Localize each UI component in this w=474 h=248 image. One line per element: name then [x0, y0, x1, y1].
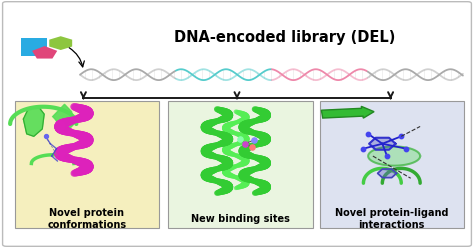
Point [402, 147, 410, 151]
Polygon shape [32, 46, 57, 59]
Polygon shape [23, 107, 44, 136]
Polygon shape [378, 169, 397, 178]
Bar [168, 101, 313, 228]
Bar [319, 101, 464, 228]
Point [365, 132, 372, 136]
Point [236, 137, 243, 141]
FancyBboxPatch shape [2, 2, 472, 246]
Point [241, 142, 249, 146]
Point [42, 134, 49, 138]
FancyArrow shape [321, 106, 374, 118]
Point [397, 134, 405, 138]
Bar [20, 38, 46, 56]
Text: DNA-encoded library (DEL): DNA-encoded library (DEL) [173, 30, 395, 45]
Polygon shape [53, 104, 74, 131]
Point [360, 147, 367, 151]
Bar [15, 101, 159, 228]
Polygon shape [368, 146, 420, 166]
Text: New binding sites: New binding sites [191, 214, 290, 224]
Point [383, 154, 391, 158]
Text: Novel protein
conformations: Novel protein conformations [47, 208, 127, 230]
Polygon shape [369, 138, 396, 150]
Polygon shape [49, 36, 72, 50]
Point [250, 138, 257, 142]
Text: Novel protein-ligand
interactions: Novel protein-ligand interactions [335, 208, 448, 230]
Point [248, 145, 256, 149]
